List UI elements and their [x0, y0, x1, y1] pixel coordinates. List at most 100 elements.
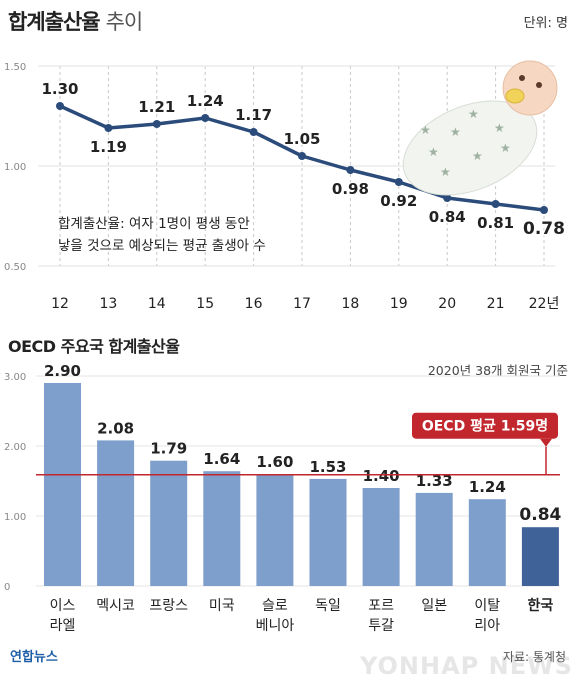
x-tick-label: 13	[99, 296, 117, 312]
bar-value-label: 1.40	[363, 467, 400, 485]
average-badge-pointer	[540, 438, 552, 447]
data-label: 1.19	[90, 138, 127, 156]
bar-chart: 3.00 2.00 1.00 0 2.90 2.08 1.79 1.64 1.60 1.53 1.…	[4, 362, 562, 634]
data-point	[394, 178, 403, 186]
data-label: 1.21	[138, 98, 175, 116]
data-point	[491, 200, 500, 208]
x-tick-label: 미국	[209, 598, 235, 614]
x-tick-label: 베니아	[256, 618, 295, 634]
x-tick-label: 22년	[529, 296, 560, 312]
bar	[521, 527, 559, 586]
bar	[362, 488, 400, 586]
x-tick-label: 20	[438, 296, 456, 312]
data-point	[152, 120, 161, 128]
bar-value-label: 1.64	[203, 450, 240, 468]
data-label: 1.05	[283, 130, 320, 148]
data-label: 1.17	[235, 106, 272, 124]
x-tick-label: 17	[293, 296, 311, 312]
bar-chart-data-labels: 2.90 2.08 1.79 1.64 1.60 1.53 1.40 1.33 1.24 0.84	[44, 362, 562, 525]
svg-text:★: ★	[420, 123, 431, 137]
bar-value-label: 2.90	[44, 362, 81, 380]
bar	[44, 383, 81, 586]
x-tick-label: 프랑스	[149, 598, 188, 614]
data-label: 0.84	[429, 208, 466, 226]
x-tick-label: 포르	[368, 598, 394, 614]
svg-text:★: ★	[450, 125, 461, 139]
line-chart-data-labels: 1.30 1.19 1.21 1.24 1.17 1.05 0.98 0.92 0.84 0.81…	[40, 79, 566, 241]
definition-note: 합계출산율: 여자 1명이 평생 동안 낳을 것으로 예상되는 평균 출생아 수	[58, 213, 266, 257]
x-tick-label: 16	[245, 296, 263, 312]
x-tick-label: 일본	[421, 598, 447, 614]
svg-text:★: ★	[428, 145, 439, 159]
data-label: 0.92	[380, 192, 417, 210]
title-suffix: 추이	[105, 10, 144, 34]
data-label: 0.81	[477, 214, 514, 232]
bar-chart-bars	[44, 383, 559, 586]
baby-illustration: ★★ ★★ ★★ ★★	[402, 60, 558, 196]
x-tick-label: 한국	[528, 598, 554, 614]
x-tick-label: 15	[196, 296, 214, 312]
bar-chart-basis: 2020년 38개 회원국 기준	[427, 363, 568, 378]
bar-value-label: 0.84	[519, 505, 561, 525]
y-tick-label: 0.50	[4, 262, 26, 273]
svg-text:★: ★	[494, 121, 505, 135]
watermark: YONHAP NEWS	[360, 652, 573, 680]
x-tick-label: 18	[341, 296, 359, 312]
data-label: 1.30	[41, 80, 78, 98]
y-tick-label: 3.00	[4, 372, 26, 383]
line-chart-xticks: 12 13 14 15 16 17 18 19 20 21 22년	[51, 296, 559, 312]
x-tick-label: 21	[487, 296, 505, 312]
bar-value-label: 1.79	[150, 440, 187, 458]
line-chart-points	[56, 102, 548, 214]
page-title: 합계출산율 추이	[8, 6, 144, 36]
y-tick-label: 2.00	[4, 442, 26, 453]
svg-text:★: ★	[440, 165, 451, 179]
bar	[256, 474, 294, 586]
yonhap-logo: 연합뉴스	[10, 646, 58, 665]
x-tick-label: 14	[148, 296, 166, 312]
logo-text: 연합뉴스	[10, 650, 58, 665]
svg-text:★: ★	[500, 141, 511, 155]
source-label: 자료: 통계청	[502, 650, 566, 664]
note-line-2: 낳을 것으로 예상되는 평균 출생아 수	[58, 238, 266, 254]
data-point	[298, 152, 306, 160]
bar-value-label: 2.08	[97, 419, 134, 437]
data-point	[201, 114, 210, 122]
y-tick-label: 1.50	[4, 62, 26, 73]
y-tick-label: 0	[4, 582, 10, 593]
x-tick-label: 이탈	[474, 598, 500, 614]
bar-value-label: 1.24	[469, 478, 506, 496]
y-tick-label: 1.00	[4, 512, 26, 523]
data-label: 0.78	[523, 219, 565, 239]
data-label: 0.98	[332, 180, 369, 198]
x-tick-label: 멕시코	[96, 598, 135, 614]
bar	[150, 460, 188, 586]
x-tick-label: 라엘	[50, 618, 76, 634]
bar	[309, 478, 347, 586]
average-badge	[412, 412, 558, 439]
bar-chart-title: OECD 주요국 합계출산율	[8, 337, 180, 356]
x-tick-label: 리아	[474, 618, 500, 634]
data-point	[104, 124, 113, 132]
data-point	[249, 128, 258, 136]
data-point	[443, 194, 452, 202]
oecd-average: OECD 평균 1.59명	[36, 412, 560, 476]
x-tick-label: 슬로	[262, 598, 288, 614]
title-main: 합계출산율	[8, 10, 101, 34]
bar-value-label: 1.33	[416, 472, 453, 490]
y-tick-label: 1.00	[4, 162, 26, 173]
bar-value-label: 1.60	[256, 453, 293, 471]
line-chart: 1.50 1.00 0.50 1.30 1.19 1.21 1.24 1.17 1.05 0.9…	[4, 60, 566, 312]
average-label: OECD 평균 1.59명	[422, 418, 548, 435]
x-tick-label: 투갈	[368, 618, 394, 634]
unit-label: 단위: 명	[523, 16, 568, 31]
x-tick-label: 독일	[315, 598, 341, 614]
x-tick-label: 이스	[50, 598, 76, 614]
line-chart-yticks: 1.50 1.00 0.50	[4, 62, 26, 273]
data-point	[346, 166, 355, 174]
data-point	[56, 102, 64, 110]
bar	[203, 471, 241, 586]
x-tick-label: 19	[390, 296, 408, 312]
bar	[97, 440, 135, 586]
